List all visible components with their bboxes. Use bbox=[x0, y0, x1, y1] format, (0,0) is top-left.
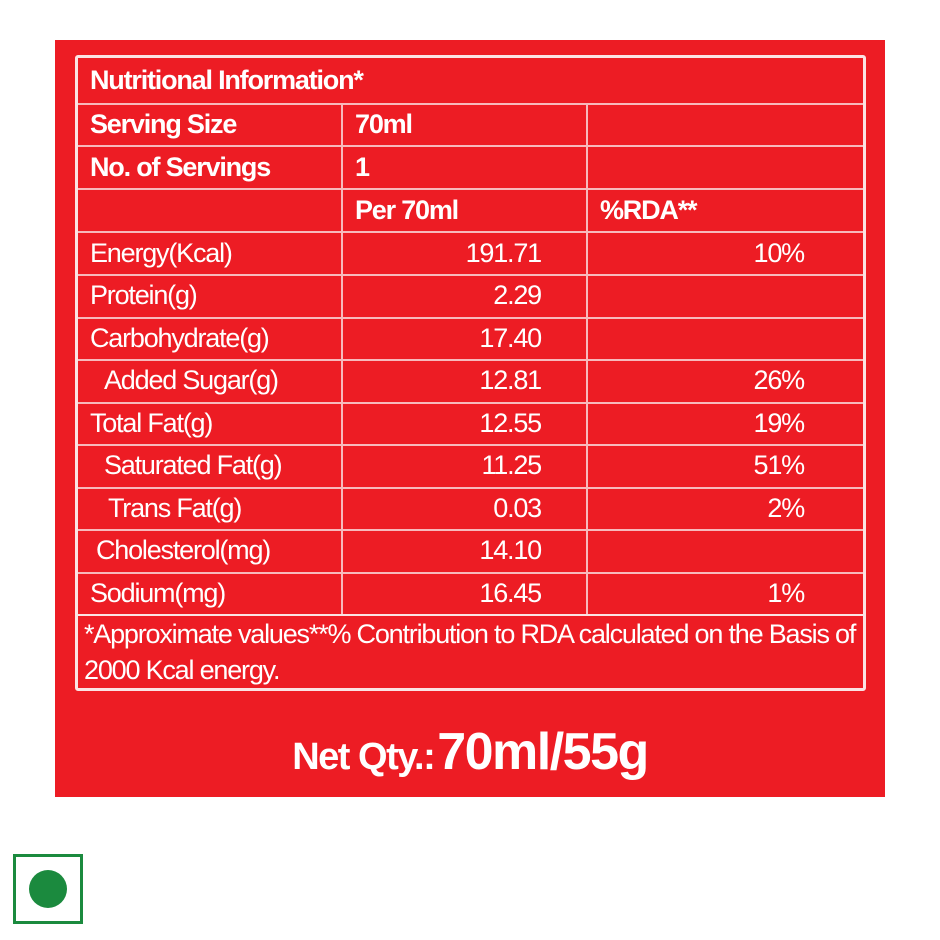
nutrient-rda: 26% bbox=[753, 365, 806, 395]
nutrient-value: 12.55 bbox=[343, 402, 588, 444]
net-quantity-label: Net Qty.: bbox=[292, 736, 436, 778]
servings-label: No. of Servings bbox=[78, 146, 343, 188]
table-row: Added Sugar(g) 12.81 26% bbox=[78, 359, 863, 404]
nutrient-rda bbox=[588, 530, 866, 572]
servings-value: 1 bbox=[343, 146, 588, 188]
rda-column-header: %RDA** bbox=[600, 194, 698, 225]
nutrient-value: 2.29 bbox=[343, 274, 588, 317]
nutrient-rda: 51% bbox=[753, 450, 806, 480]
net-quantity: Net Qty.: 70ml/55g bbox=[55, 722, 885, 782]
nutrient-rda: 19% bbox=[753, 407, 806, 438]
table-title: Nutritional Information* bbox=[90, 65, 364, 95]
table-row: Protein(g) 2.29 bbox=[78, 274, 866, 319]
nutrition-panel: Nutritional Information* Serving Size 70… bbox=[55, 40, 885, 797]
table-title-row: Nutritional Information* bbox=[78, 58, 863, 105]
nutrient-name: Saturated Fat(g) bbox=[78, 444, 343, 487]
table-row: Trans Fat(g) 0.03 2% bbox=[78, 487, 863, 531]
nutrient-name: Trans Fat(g) bbox=[78, 487, 343, 529]
table-row: Saturated Fat(g) 11.25 51% bbox=[78, 444, 863, 489]
serving-size-value: 70ml bbox=[343, 103, 588, 145]
nutrient-rda bbox=[588, 317, 866, 359]
nutrient-value: 14.10 bbox=[343, 529, 588, 572]
nutrient-value: 0.03 bbox=[343, 487, 588, 529]
nutrient-value: 16.45 bbox=[343, 572, 588, 614]
veg-symbol-icon bbox=[13, 854, 83, 924]
table-row: No. of Servings 1 bbox=[78, 146, 863, 190]
nutrient-name: Total Fat(g) bbox=[78, 402, 343, 444]
nutrient-name: Carbohydrate(g) bbox=[78, 317, 343, 359]
nutrient-name: Added Sugar(g) bbox=[78, 359, 343, 402]
nutrient-rda: 2% bbox=[767, 492, 805, 523]
nutrient-value: 191.71 bbox=[343, 232, 588, 274]
nutrition-table: Nutritional Information* Serving Size 70… bbox=[75, 55, 866, 691]
table-row: Cholesterol(mg) 14.10 bbox=[78, 529, 866, 574]
nutrient-name: Protein(g) bbox=[78, 274, 343, 317]
table-row: Energy(Kcal) 191.71 10% bbox=[78, 232, 863, 276]
nutrient-name: Energy(Kcal) bbox=[78, 232, 343, 274]
table-row: Carbohydrate(g) 17.40 bbox=[78, 317, 863, 361]
table-row: Total Fat(g) 12.55 19% bbox=[78, 402, 863, 446]
per-column-header: Per 70ml bbox=[343, 189, 588, 231]
veg-dot bbox=[29, 870, 67, 908]
nutrient-value: 11.25 bbox=[343, 444, 588, 487]
nutrient-rda: 1% bbox=[767, 577, 805, 608]
nutrient-value: 17.40 bbox=[343, 317, 588, 359]
table-row: Serving Size 70ml bbox=[78, 103, 863, 147]
nutrient-name: Sodium(mg) bbox=[78, 572, 343, 614]
footnote: *Approximate values**% Contribution to R… bbox=[84, 619, 856, 685]
nutrient-rda bbox=[588, 275, 866, 317]
net-quantity-value: 70ml/55g bbox=[437, 723, 649, 781]
nutrient-rda: 10% bbox=[753, 237, 806, 268]
serving-size-label: Serving Size bbox=[78, 103, 343, 145]
nutrient-value: 12.81 bbox=[343, 359, 588, 402]
table-row: Sodium(mg) 16.45 1% bbox=[78, 572, 863, 616]
table-header-row: Per 70ml %RDA** bbox=[78, 189, 863, 233]
nutrient-name: Cholesterol(mg) bbox=[78, 529, 343, 572]
